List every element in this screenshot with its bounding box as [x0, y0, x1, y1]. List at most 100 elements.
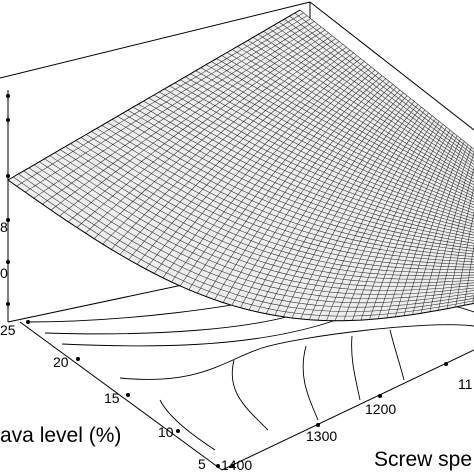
- tick-mark: [6, 218, 10, 222]
- mesh-line-v: [49, 155, 474, 287]
- mesh-line-v: [28, 167, 474, 304]
- x-tick-label-1300: 1300: [306, 428, 337, 444]
- mesh-line-v: [221, 55, 474, 194]
- mesh-line-v: [91, 131, 474, 263]
- tick-mark: [444, 362, 448, 366]
- mesh-line-v: [232, 49, 474, 189]
- mesh-line-v: [96, 128, 474, 260]
- mesh-line-v: [237, 46, 474, 186]
- y-tick-label-15: 15: [104, 390, 120, 406]
- mesh-line-v: [59, 149, 474, 280]
- tick-mark: [6, 94, 10, 98]
- tick-mark: [26, 320, 30, 324]
- mesh-line-v: [153, 94, 474, 231]
- contour-line: [351, 335, 361, 401]
- tick-mark: [316, 423, 320, 427]
- y-tick-label-5: 5: [198, 456, 206, 472]
- mesh-line-v: [242, 43, 474, 183]
- z-tick-label-8: 8: [0, 219, 8, 235]
- contour-line: [119, 324, 474, 380]
- tick-mark: [6, 174, 10, 178]
- mesh-line-v: [268, 27, 474, 168]
- mesh-line-v: [138, 103, 474, 239]
- tick-mark: [176, 429, 180, 433]
- mesh-line-v: [247, 40, 474, 180]
- tick-mark: [6, 118, 10, 122]
- mesh-line-v: [33, 164, 474, 299]
- mesh-line-v: [18, 173, 474, 312]
- mesh-line-v: [75, 140, 474, 271]
- back-right-edge: [309, 1, 474, 131]
- surface-left-edge: [7, 9, 301, 181]
- contour-line: [159, 399, 216, 451]
- tick-mark: [230, 464, 234, 468]
- tick-mark: [126, 393, 130, 397]
- mesh-line-v: [86, 134, 474, 265]
- mesh-line-v: [159, 91, 474, 228]
- mesh-line-v: [263, 31, 474, 171]
- mesh-line-v: [112, 119, 474, 252]
- tick-mark: [6, 302, 10, 306]
- back-top-edge: [0, 1, 311, 79]
- contour-line: [231, 359, 269, 431]
- y-tick-label-20: 20: [53, 354, 69, 370]
- mesh-line-v: [185, 76, 474, 214]
- mesh-line-v: [205, 64, 474, 203]
- mesh-line-v: [258, 34, 474, 174]
- y-axis-title: ava level (%): [0, 424, 121, 447]
- mesh-line-v: [174, 82, 474, 220]
- mesh-line-v: [299, 9, 474, 150]
- mesh-line-v: [122, 112, 474, 247]
- tick-mark: [216, 464, 220, 468]
- mesh-line-u: [463, 244, 474, 306]
- mesh-line-v: [190, 73, 474, 211]
- x-axis-title: Screw spe: [374, 448, 472, 471]
- mesh-line-v: [273, 24, 474, 165]
- z-tick-label-0: 0: [0, 265, 8, 281]
- x-tick-label-1200: 1200: [365, 401, 396, 417]
- mesh-line-v: [289, 15, 474, 156]
- mesh-line-v: [65, 146, 474, 277]
- contour-line: [389, 329, 405, 381]
- mesh-line-v: [143, 100, 474, 236]
- x-tick-label-11: 11: [458, 376, 473, 392]
- mesh-line-v: [148, 97, 474, 233]
- mesh-line-v: [39, 161, 474, 295]
- mesh-line-v: [169, 85, 474, 222]
- y-tick-label-10: 10: [158, 424, 174, 440]
- mesh-line-v: [294, 12, 474, 153]
- mesh-line-v: [195, 70, 474, 208]
- mesh-line-v: [164, 88, 474, 225]
- tick-mark: [6, 260, 10, 264]
- tick-mark: [76, 357, 80, 361]
- y-axis-line: [19, 321, 223, 471]
- mesh-line-v: [132, 106, 474, 241]
- x-tick-label-1400: 1400: [221, 457, 252, 473]
- mesh-line-v: [278, 21, 474, 162]
- x-axis-line: [221, 349, 474, 471]
- surface-fill: [8, 10, 474, 321]
- mesh-line-v: [54, 152, 474, 284]
- mesh-line-v: [106, 122, 474, 255]
- mesh-line-v: [70, 143, 474, 273]
- contour-line: [302, 345, 319, 421]
- mesh-line-v: [200, 67, 474, 206]
- y-tick-label-25: 25: [0, 322, 16, 338]
- axis-ticks: [6, 94, 448, 468]
- mesh-line-v: [252, 37, 474, 177]
- tick-mark: [378, 394, 382, 398]
- surface-front-edge: [7, 179, 474, 322]
- mesh-line-v: [127, 109, 474, 244]
- mesh-line-v: [284, 18, 474, 159]
- mesh-line-v: [216, 58, 474, 197]
- mesh-line-v: [117, 116, 474, 249]
- mesh-line-v: [80, 137, 474, 268]
- mesh-line-v: [226, 52, 474, 191]
- response-surface: [7, 9, 474, 322]
- mesh-line-v: [13, 176, 474, 317]
- mesh-line-v: [211, 61, 474, 200]
- mesh-line-v: [179, 79, 474, 217]
- mesh-line-v: [101, 125, 474, 257]
- mesh-line-v: [44, 158, 474, 291]
